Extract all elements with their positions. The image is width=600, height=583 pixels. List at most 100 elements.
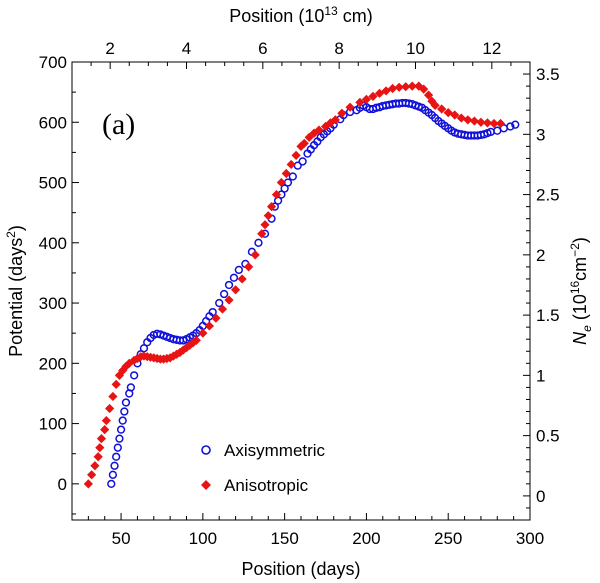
y2-axis-label-sub: e xyxy=(580,325,594,332)
y2-tick-label: 1.5 xyxy=(536,306,560,325)
y2-tick-label: 2 xyxy=(536,246,545,265)
point-axisymmetric xyxy=(110,461,119,470)
y2-axis-label-sup1: 16 xyxy=(568,280,582,294)
point-anisotropic xyxy=(423,90,434,100)
point-anisotropic xyxy=(276,177,286,188)
series-axisymmetric xyxy=(107,98,520,488)
point-anisotropic xyxy=(495,118,506,129)
legend-marker-anisotropic xyxy=(201,480,211,490)
x-tick-label: 100 xyxy=(189,529,217,548)
x-tick-label: 200 xyxy=(352,529,380,548)
y2-tick-label: 3.5 xyxy=(536,65,560,84)
point-anisotropic xyxy=(361,94,372,104)
point-anisotropic xyxy=(90,461,100,471)
point-anisotropic xyxy=(188,338,198,348)
x2-tick-label: 2 xyxy=(105,39,114,58)
y2-tick-label: 1 xyxy=(536,366,545,385)
point-anisotropic xyxy=(355,97,365,107)
y-tick-label: 300 xyxy=(39,294,67,313)
x2-tick-label: 10 xyxy=(406,39,425,58)
y2-axis-label: Ne (1016cm−2) xyxy=(568,237,594,345)
y2-axis-label-close: ) xyxy=(570,237,590,243)
point-anisotropic xyxy=(345,102,355,112)
point-anisotropic xyxy=(482,118,493,128)
point-axisymmetric xyxy=(115,434,124,443)
point-anisotropic xyxy=(260,220,270,230)
point-anisotropic xyxy=(271,189,282,200)
x-tick-label: 250 xyxy=(434,529,462,548)
x-axis-label: Position (days) xyxy=(241,559,360,579)
legend-label-axisymmetric: Axisymmetric xyxy=(224,441,326,460)
point-axisymmetric xyxy=(107,479,116,488)
point-axisymmetric xyxy=(234,265,243,275)
y-tick-label: 100 xyxy=(39,415,67,434)
point-anisotropic xyxy=(476,117,486,127)
x2-axis-label: Position (1013 cm) xyxy=(229,4,372,26)
point-anisotropic xyxy=(105,403,115,414)
point-anisotropic xyxy=(132,353,143,364)
point-anisotropic xyxy=(111,379,121,390)
x2-axis-label-sup: 13 xyxy=(324,4,338,18)
point-axisymmetric xyxy=(254,238,263,247)
point-axisymmetric xyxy=(280,184,289,193)
point-axisymmetric xyxy=(215,298,224,308)
point-anisotropic xyxy=(129,355,139,365)
point-anisotropic xyxy=(181,343,192,353)
point-anisotropic xyxy=(388,83,398,94)
point-axisymmetric xyxy=(493,126,502,135)
point-anisotropic xyxy=(244,262,254,272)
y2-tick-label: 0.5 xyxy=(536,427,560,446)
point-anisotropic xyxy=(101,415,111,426)
point-anisotropic xyxy=(286,159,296,170)
point-anisotropic xyxy=(463,115,473,125)
y-tick-label: 500 xyxy=(39,174,67,193)
point-anisotropic xyxy=(407,81,417,91)
point-axisymmetric xyxy=(224,280,234,290)
y-tick-label: 200 xyxy=(39,354,67,373)
x2-tick-label: 12 xyxy=(482,39,501,58)
x2-axis-label-close: cm) xyxy=(338,6,373,26)
point-anisotropic xyxy=(211,313,221,323)
x2-tick-label: 8 xyxy=(334,39,343,58)
point-anisotropic xyxy=(266,202,277,212)
point-axisymmetric xyxy=(126,383,136,392)
point-anisotropic xyxy=(401,82,411,92)
point-anisotropic xyxy=(314,125,324,135)
point-axisymmetric xyxy=(298,157,307,166)
panel-label: (a) xyxy=(102,108,135,141)
point-anisotropic xyxy=(224,295,234,305)
x2-tick-label: 4 xyxy=(182,39,191,58)
point-axisymmetric xyxy=(208,307,217,317)
point-axisymmetric xyxy=(506,122,515,131)
point-anisotropic xyxy=(257,229,267,239)
point-anisotropic xyxy=(368,91,378,101)
y2-axis-label-cm: cm xyxy=(570,257,590,281)
y-tick-label: 700 xyxy=(39,53,67,72)
point-anisotropic xyxy=(304,132,314,142)
y-tick-label: 400 xyxy=(39,234,67,253)
series-anisotropic xyxy=(83,81,506,489)
point-axisymmetric xyxy=(116,425,126,434)
point-anisotropic xyxy=(281,168,291,179)
y2-tick-label: 0 xyxy=(536,487,545,506)
point-anisotropic xyxy=(456,113,466,123)
point-axisymmetric xyxy=(112,452,121,461)
point-anisotropic xyxy=(198,328,208,338)
point-anisotropic xyxy=(437,104,447,114)
y-tick-label: 600 xyxy=(39,113,67,132)
point-anisotropic xyxy=(114,370,125,380)
x2-axis-label-main: Position (10 xyxy=(229,6,324,26)
series-layer xyxy=(83,81,520,489)
legend-label-anisotropic: Anisotropic xyxy=(224,476,309,495)
point-anisotropic xyxy=(100,425,110,435)
legend-marker-axisymmetric xyxy=(201,445,211,455)
x-tick-label: 300 xyxy=(516,529,544,548)
point-anisotropic xyxy=(217,304,228,314)
point-anisotropic xyxy=(430,100,440,110)
y2-axis-label-main: N xyxy=(570,331,590,345)
point-anisotropic xyxy=(489,118,499,129)
point-anisotropic xyxy=(427,96,437,106)
point-axisymmetric xyxy=(130,371,139,380)
